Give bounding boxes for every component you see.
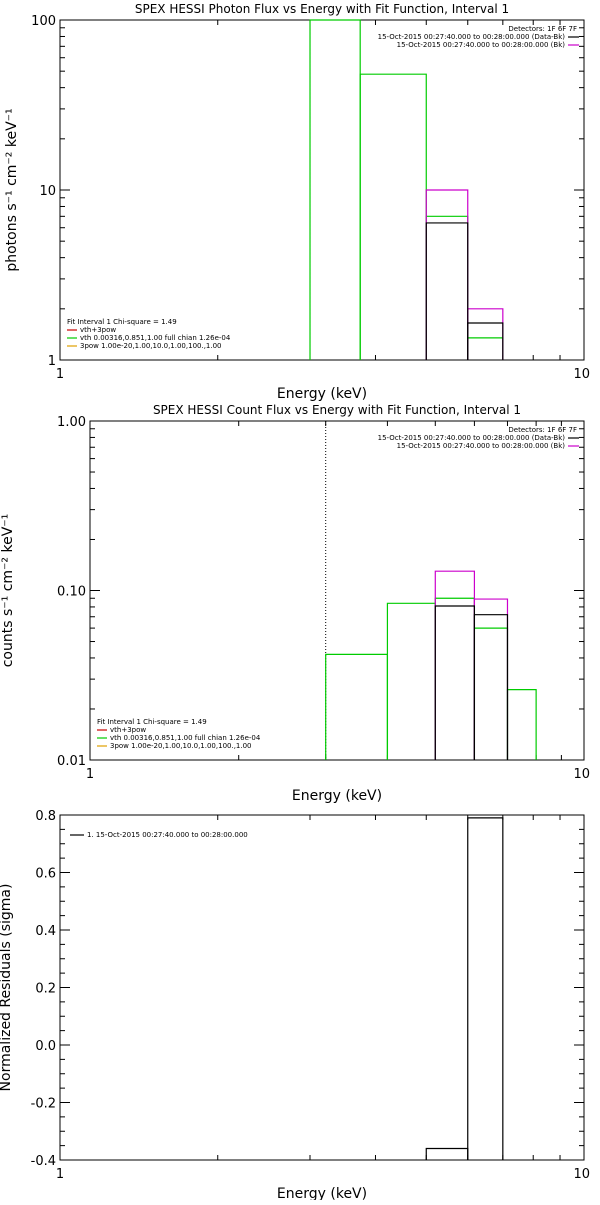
fit-legend-entry: 3pow 1.00e-20,1.00,10.0,1.00,100.,1.00 — [110, 742, 252, 750]
fit-legend-entry: vth+3pow — [80, 326, 116, 334]
histogram-bin — [473, 627, 509, 760]
chart-title: SPEX HESSI Photon Flux vs Energy with Fi… — [135, 2, 509, 16]
fit-legend-entry: vth 0.00316,0.851,1.00 full chian 1.26e-… — [110, 734, 261, 742]
y-tick-label: 0.6 — [35, 867, 56, 882]
y-tick-label: 0.01 — [57, 754, 86, 769]
plot-frame — [89, 420, 585, 761]
chart-title: SPEX HESSI Count Flux vs Energy with Fit… — [153, 403, 521, 417]
plot-frame — [59, 19, 585, 361]
y-tick-label: 100 — [31, 14, 56, 29]
y-tick-label: 1 — [48, 354, 56, 369]
fit-legend-header: Fit Interval 1 Chi-square = 1.49 — [97, 718, 207, 726]
histogram-bin — [506, 689, 537, 760]
y-tick-label: 1.00 — [57, 415, 86, 430]
legend-entry: 15-Oct-2015 00:27:40.000 to 00:28:00.000… — [378, 33, 566, 41]
x-tick-label: 1 — [56, 1167, 64, 1182]
x-axis-label: Energy (keV) — [277, 386, 367, 402]
fit-legend-header: Fit Interval 1 Chi-square = 1.49 — [67, 318, 177, 326]
x-tick-label: 10 — [573, 767, 590, 782]
histogram-bin — [434, 597, 476, 760]
histogram-bin — [325, 653, 389, 760]
y-axis-label: Normalized Residuals (sigma) — [0, 884, 14, 1092]
legend-header: Detectors: 1F 6F 7F — [508, 25, 577, 33]
histogram-bin — [467, 322, 504, 360]
legend-entry: 15-Oct-2015 00:27:40.000 to 00:28:00.000… — [397, 442, 566, 450]
y-axis-label: photons s⁻¹ cm⁻² keV⁻¹ — [4, 108, 20, 271]
histogram-bin — [434, 605, 476, 760]
y-tick-label: 0.8 — [35, 809, 56, 824]
legend-header: Detectors: 1F 6F 7F — [508, 426, 577, 434]
y-tick-label: 0.4 — [35, 924, 56, 939]
histogram-bin — [434, 570, 476, 760]
histogram-bin — [309, 19, 361, 360]
fit-legend-entry: vth 0.00316,0.851,1.00 full chian 1.26e-… — [80, 334, 231, 342]
fit-legend-entry: 3pow 1.00e-20,1.00,10.0,1.00,100.,1.00 — [80, 342, 222, 350]
residual-bin — [467, 817, 504, 1160]
legend-entry: 15-Oct-2015 00:27:40.000 to 00:28:00.000… — [378, 434, 566, 442]
x-axis-label: Energy (keV) — [292, 788, 382, 804]
histogram-bin — [473, 614, 509, 760]
x-tick-label: 10 — [573, 1167, 590, 1182]
histogram-bin — [467, 337, 504, 360]
y-tick-label: 0.10 — [57, 585, 86, 600]
y-tick-label: 0.2 — [35, 982, 56, 997]
y-tick-label: 0.0 — [35, 1039, 56, 1054]
chart-panel-2: SPEX HESSI Count Flux vs Energy with Fit… — [0, 403, 590, 804]
plot-frame — [59, 814, 585, 1161]
x-tick-label: 10 — [573, 367, 590, 382]
y-tick-label: 10 — [39, 184, 56, 199]
histogram-bin — [467, 308, 504, 360]
histogram-bin — [473, 598, 509, 760]
x-axis-label: Energy (keV) — [277, 1186, 367, 1200]
y-tick-label: -0.4 — [31, 1154, 56, 1169]
x-tick-label: 1 — [56, 367, 64, 382]
residual-legend-entry: 1. 15-Oct-2015 00:27:40.000 to 00:28:00.… — [87, 831, 248, 839]
histogram-bin — [359, 73, 427, 360]
chart-panel-1: SPEX HESSI Photon Flux vs Energy with Fi… — [4, 2, 590, 402]
x-tick-label: 1 — [86, 767, 94, 782]
histogram-bin — [425, 222, 469, 360]
legend-entry: 15-Oct-2015 00:27:40.000 to 00:28:00.000… — [397, 41, 566, 49]
histogram-bin — [386, 602, 436, 760]
y-tick-label: -0.2 — [31, 1097, 56, 1112]
histogram-bin — [425, 189, 469, 360]
histogram-bin — [425, 215, 469, 360]
chart-panel-3: Energy (keV) Normalized Residuals (sigma)… — [0, 809, 590, 1202]
y-axis-label: counts s⁻¹ cm⁻² keV⁻¹ — [0, 514, 16, 668]
residual-bin — [425, 1147, 469, 1160]
fit-legend-entry: vth+3pow — [110, 726, 146, 734]
